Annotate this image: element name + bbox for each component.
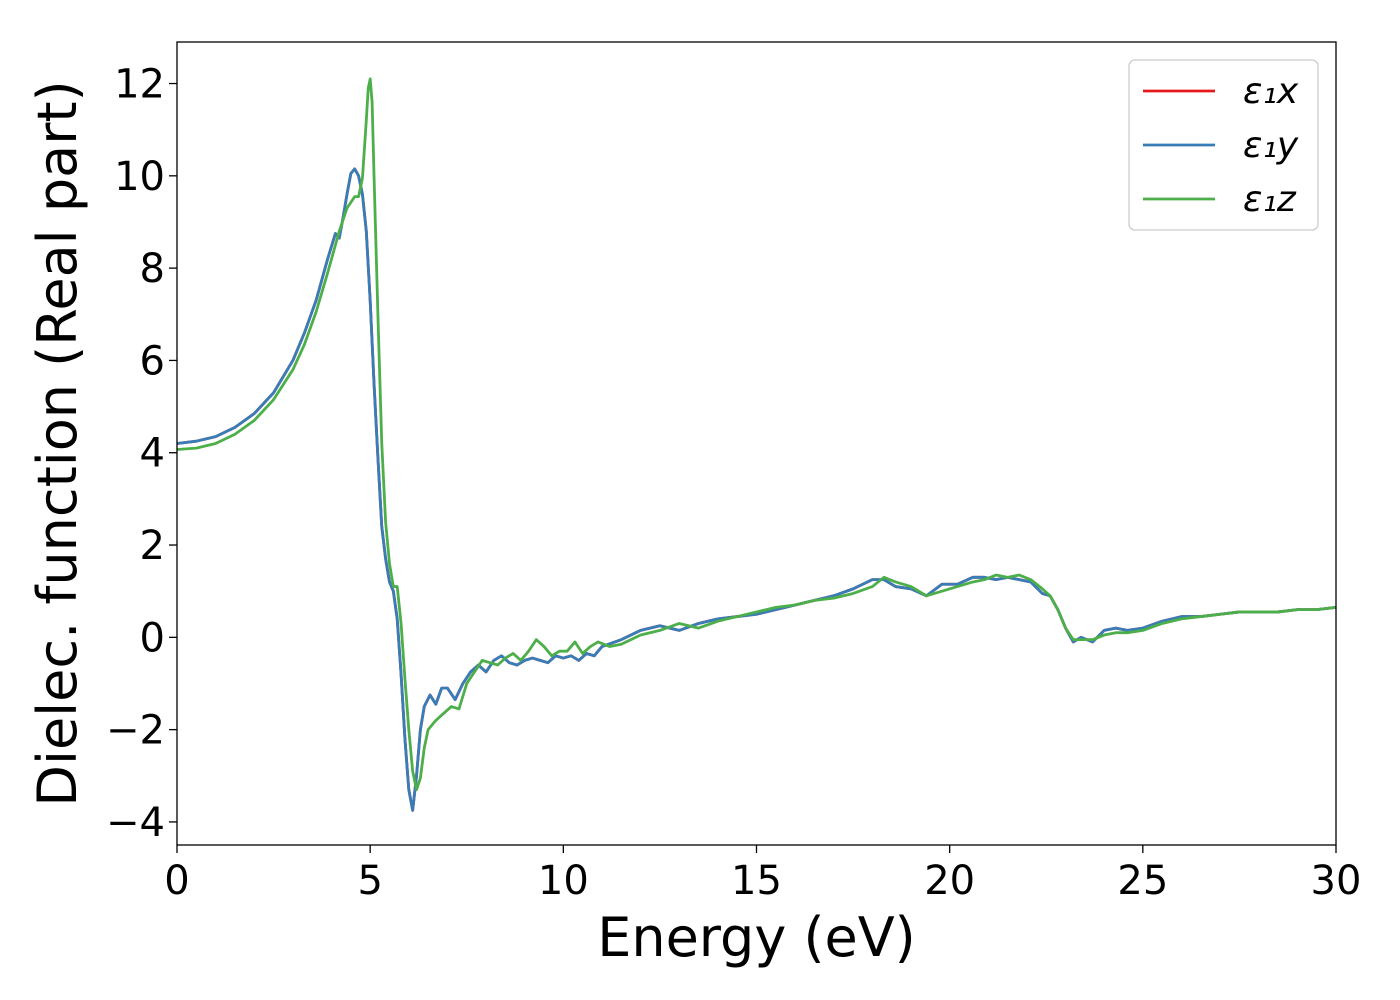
x-axis: 0 5 10 15 20 25 30 xyxy=(164,845,1361,904)
x-tick-label: 30 xyxy=(1311,858,1362,904)
y-axis: −4 −2 0 2 4 6 8 10 12 xyxy=(106,62,177,846)
legend: ε₁x ε₁y ε₁z xyxy=(1128,59,1319,231)
x-tick-label: 15 xyxy=(731,858,782,904)
legend-label-3: ε₁z xyxy=(1243,179,1297,220)
legend-label-1: ε₁x xyxy=(1243,71,1299,112)
y-tick-label: 8 xyxy=(140,246,165,292)
x-tick-label: 5 xyxy=(357,858,382,904)
series-line-3 xyxy=(177,77,1336,792)
x-tick-label: 10 xyxy=(538,858,589,904)
x-tick-label: 25 xyxy=(1117,858,1168,904)
x-axis-label: Energy (eV) xyxy=(597,906,916,969)
y-tick-label: 4 xyxy=(140,431,165,477)
y-tick-label: 10 xyxy=(114,154,165,200)
y-tick-label: 12 xyxy=(114,62,165,108)
legend-box xyxy=(1128,59,1319,231)
legend-label-2: ε₁y xyxy=(1243,125,1299,166)
x-tick-label: 20 xyxy=(924,858,975,904)
y-tick-label: 2 xyxy=(140,523,165,569)
y-tick-label: −2 xyxy=(106,708,165,754)
y-axis-label: Dielec. function (Real part) xyxy=(26,80,89,806)
y-tick-label: −4 xyxy=(106,800,165,846)
series-layer xyxy=(177,77,1336,812)
x-tick-label: 0 xyxy=(164,858,189,904)
y-tick-label: 0 xyxy=(140,615,165,661)
y-tick-label: 6 xyxy=(140,338,165,384)
